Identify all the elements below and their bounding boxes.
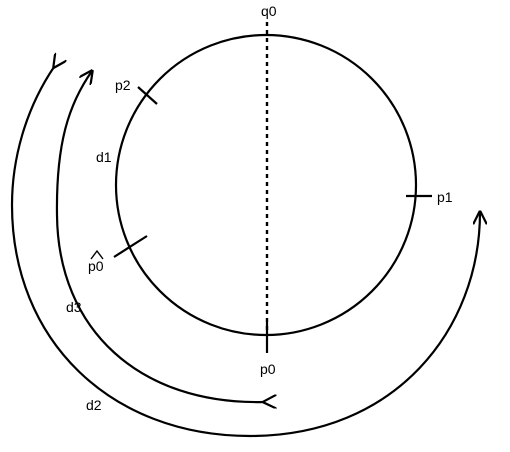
label-d1: d1: [96, 149, 112, 165]
tick-p0-hat: [113, 235, 148, 258]
label-d2: d2: [86, 397, 102, 413]
arc-d3: [55, 71, 264, 402]
label-q0: q0: [261, 3, 277, 19]
arc-d2: [10, 67, 480, 438]
label-p0: p0: [260, 361, 276, 377]
label-p2: p2: [115, 77, 131, 93]
label-d3: d3: [66, 299, 82, 315]
label-p0-hat: p0: [88, 258, 104, 274]
label-p1: p1: [437, 189, 453, 205]
hat-mark: [90, 249, 104, 260]
